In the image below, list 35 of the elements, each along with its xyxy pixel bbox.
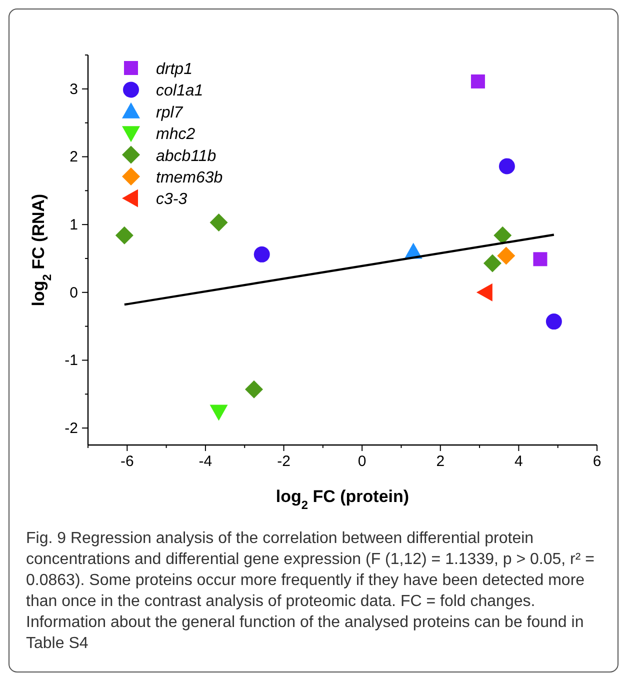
point (533, 252, 548, 266)
point (483, 254, 502, 272)
point (470, 74, 485, 88)
legend-label: tmem63b (156, 170, 223, 186)
legend-label: rpl7 (156, 104, 184, 122)
point (245, 380, 264, 398)
point (115, 226, 134, 244)
legend-label: col1a1 (156, 82, 204, 100)
x-tick-label: -6 (120, 453, 134, 470)
x-axis-title: log$_{2}$ FC (protein) (276, 487, 410, 512)
legend-label: mhc2 (156, 126, 196, 144)
point (210, 404, 228, 421)
point (254, 246, 270, 262)
legend-label: drtp1 (156, 61, 192, 78)
point (498, 158, 515, 174)
y-tick-label: 1 (70, 216, 78, 234)
x-tick-label: 2 (436, 453, 445, 470)
y-tick-label: -2 (64, 420, 78, 438)
y-tick-label: 2 (70, 148, 78, 166)
point (210, 214, 228, 232)
legend-label: abcb11b (156, 148, 216, 165)
caption: Fig. 9 Regression analysis of the correlation between differential protein concentrations and differential gene expression (F (1,12) = 1.1339, p > 0.05, r² = 0.0863). Some proteins occur more frequently if they have been detected more than once in the contrast analysis of proteomic data. FC = fold changes. Information about the general function of the analysed proteins can be found in Table S4 (26, 530, 594, 652)
x-tick-label: -4 (198, 453, 212, 470)
point (476, 283, 492, 302)
x-tick-label: -2 (277, 453, 290, 470)
x-tick-label: 6 (592, 453, 602, 470)
x-tick-label: 0 (358, 453, 366, 470)
point (546, 314, 562, 330)
point (494, 226, 512, 244)
y-tick-label: 3 (70, 80, 78, 98)
y-tick-label: -1 (64, 352, 78, 370)
y-tick-label: 0 (70, 284, 78, 302)
point (497, 246, 516, 265)
legend-label: c3-3 (156, 191, 188, 208)
x-tick-label: 4 (514, 453, 523, 470)
